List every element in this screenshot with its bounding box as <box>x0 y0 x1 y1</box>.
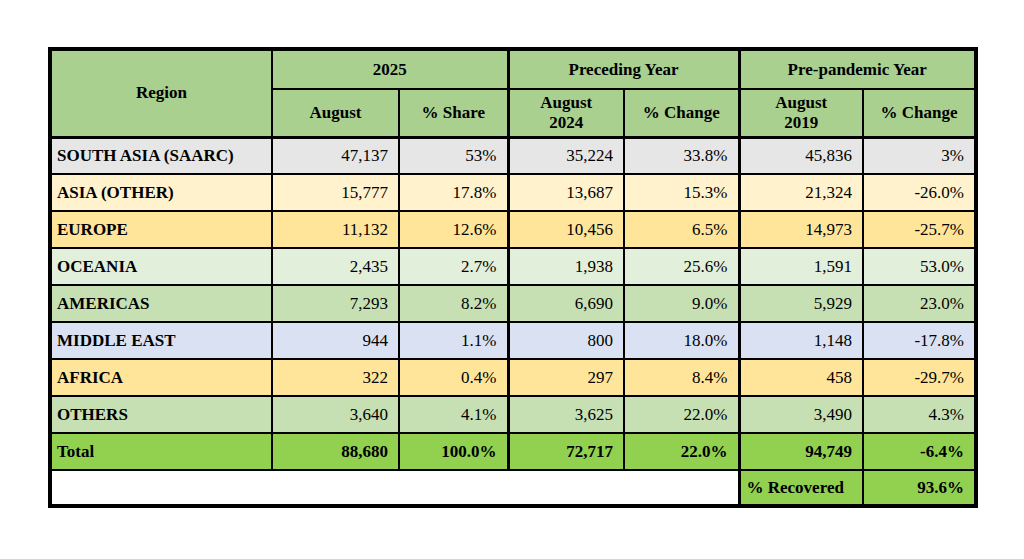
value-cell: 800 <box>508 322 624 359</box>
col-header-change-preceding: % Change <box>624 89 739 137</box>
page: Region 2025 Preceding Year Pre-pandemic … <box>0 0 1024 559</box>
value-cell: 35,224 <box>508 137 624 174</box>
value-cell: 22.0% <box>624 396 739 433</box>
value-cell: 322 <box>272 359 399 396</box>
value-cell: 23.0% <box>863 285 976 322</box>
col-group-2025: 2025 <box>272 49 508 89</box>
value-cell: 14,973 <box>739 211 863 248</box>
region-cell: SOUTH ASIA (SAARC) <box>50 137 272 174</box>
value-cell: 2.7% <box>399 248 508 285</box>
col-header-share: % Share <box>399 89 508 137</box>
col-group-pre-pandemic-year: Pre-pandemic Year <box>739 49 976 89</box>
value-cell: 11,132 <box>272 211 399 248</box>
value-cell: 12.6% <box>399 211 508 248</box>
value-cell: 72,717 <box>508 433 624 470</box>
table-row: OTHERS3,6404.1%3,62522.0%3,4904.3% <box>50 396 976 433</box>
value-cell: 1,148 <box>739 322 863 359</box>
value-cell: 100.0% <box>399 433 508 470</box>
value-cell: 3,625 <box>508 396 624 433</box>
table-row: OCEANIA2,4352.7%1,93825.6%1,59153.0% <box>50 248 976 285</box>
value-cell: 4.3% <box>863 396 976 433</box>
value-cell: 47,137 <box>272 137 399 174</box>
value-cell: 1.1% <box>399 322 508 359</box>
value-cell: 53% <box>399 137 508 174</box>
table-row: MIDDLE EAST9441.1%80018.0%1,148-17.8% <box>50 322 976 359</box>
value-cell: 2,435 <box>272 248 399 285</box>
value-cell: 3% <box>863 137 976 174</box>
value-cell: -29.7% <box>863 359 976 396</box>
recovered-value: 93.6% <box>863 470 976 506</box>
col-header-region: Region <box>50 49 272 137</box>
region-cell: AFRICA <box>50 359 272 396</box>
value-cell: -6.4% <box>863 433 976 470</box>
value-cell: 13,687 <box>508 174 624 211</box>
value-cell: 7,293 <box>272 285 399 322</box>
col-header-august-2024: August 2024 <box>508 89 624 137</box>
col-header-change-prepandemic: % Change <box>863 89 976 137</box>
region-cell: Total <box>50 433 272 470</box>
recovered-label: % Recovered <box>739 470 863 506</box>
value-cell: 21,324 <box>739 174 863 211</box>
value-cell: 22.0% <box>624 433 739 470</box>
value-cell: 3,490 <box>739 396 863 433</box>
value-cell: 8.4% <box>624 359 739 396</box>
table-row: AMERICAS7,2938.2%6,6909.0%5,92923.0% <box>50 285 976 322</box>
table-body: SOUTH ASIA (SAARC)47,13753%35,22433.8%45… <box>50 137 976 470</box>
value-cell: 33.8% <box>624 137 739 174</box>
value-cell: 18.0% <box>624 322 739 359</box>
table-header: Region 2025 Preceding Year Pre-pandemic … <box>50 49 976 137</box>
value-cell: 0.4% <box>399 359 508 396</box>
value-cell: -25.7% <box>863 211 976 248</box>
col-header-august-2025: August <box>272 89 399 137</box>
region-cell: MIDDLE EAST <box>50 322 272 359</box>
value-cell: 45,836 <box>739 137 863 174</box>
region-cell: OCEANIA <box>50 248 272 285</box>
value-cell: 25.6% <box>624 248 739 285</box>
region-cell: OTHERS <box>50 396 272 433</box>
table-footer: % Recovered 93.6% <box>50 470 976 506</box>
header-group-row: Region 2025 Preceding Year Pre-pandemic … <box>50 49 976 89</box>
value-cell: 297 <box>508 359 624 396</box>
table-row: SOUTH ASIA (SAARC)47,13753%35,22433.8%45… <box>50 137 976 174</box>
value-cell: 6.5% <box>624 211 739 248</box>
value-cell: -26.0% <box>863 174 976 211</box>
recovered-row: % Recovered 93.6% <box>50 470 976 506</box>
value-cell: 1,938 <box>508 248 624 285</box>
region-cell: AMERICAS <box>50 285 272 322</box>
region-cell: ASIA (OTHER) <box>50 174 272 211</box>
region-cell: EUROPE <box>50 211 272 248</box>
value-cell: 5,929 <box>739 285 863 322</box>
value-cell: 53.0% <box>863 248 976 285</box>
value-cell: -17.8% <box>863 322 976 359</box>
value-cell: 10,456 <box>508 211 624 248</box>
value-cell: 458 <box>739 359 863 396</box>
value-cell: 4.1% <box>399 396 508 433</box>
arrivals-table: Region 2025 Preceding Year Pre-pandemic … <box>48 47 978 508</box>
table-row: EUROPE11,13212.6%10,4566.5%14,973-25.7% <box>50 211 976 248</box>
total-row: Total88,680100.0%72,71722.0%94,749-6.4% <box>50 433 976 470</box>
value-cell: 6,690 <box>508 285 624 322</box>
value-cell: 88,680 <box>272 433 399 470</box>
blank-cell <box>50 470 739 506</box>
table-row: ASIA (OTHER)15,77717.8%13,68715.3%21,324… <box>50 174 976 211</box>
value-cell: 8.2% <box>399 285 508 322</box>
value-cell: 944 <box>272 322 399 359</box>
col-group-preceding-year: Preceding Year <box>508 49 739 89</box>
table-row: AFRICA3220.4%2978.4%458-29.7% <box>50 359 976 396</box>
value-cell: 15,777 <box>272 174 399 211</box>
value-cell: 94,749 <box>739 433 863 470</box>
value-cell: 15.3% <box>624 174 739 211</box>
value-cell: 3,640 <box>272 396 399 433</box>
col-header-august-2019: August 2019 <box>739 89 863 137</box>
value-cell: 9.0% <box>624 285 739 322</box>
value-cell: 1,591 <box>739 248 863 285</box>
value-cell: 17.8% <box>399 174 508 211</box>
